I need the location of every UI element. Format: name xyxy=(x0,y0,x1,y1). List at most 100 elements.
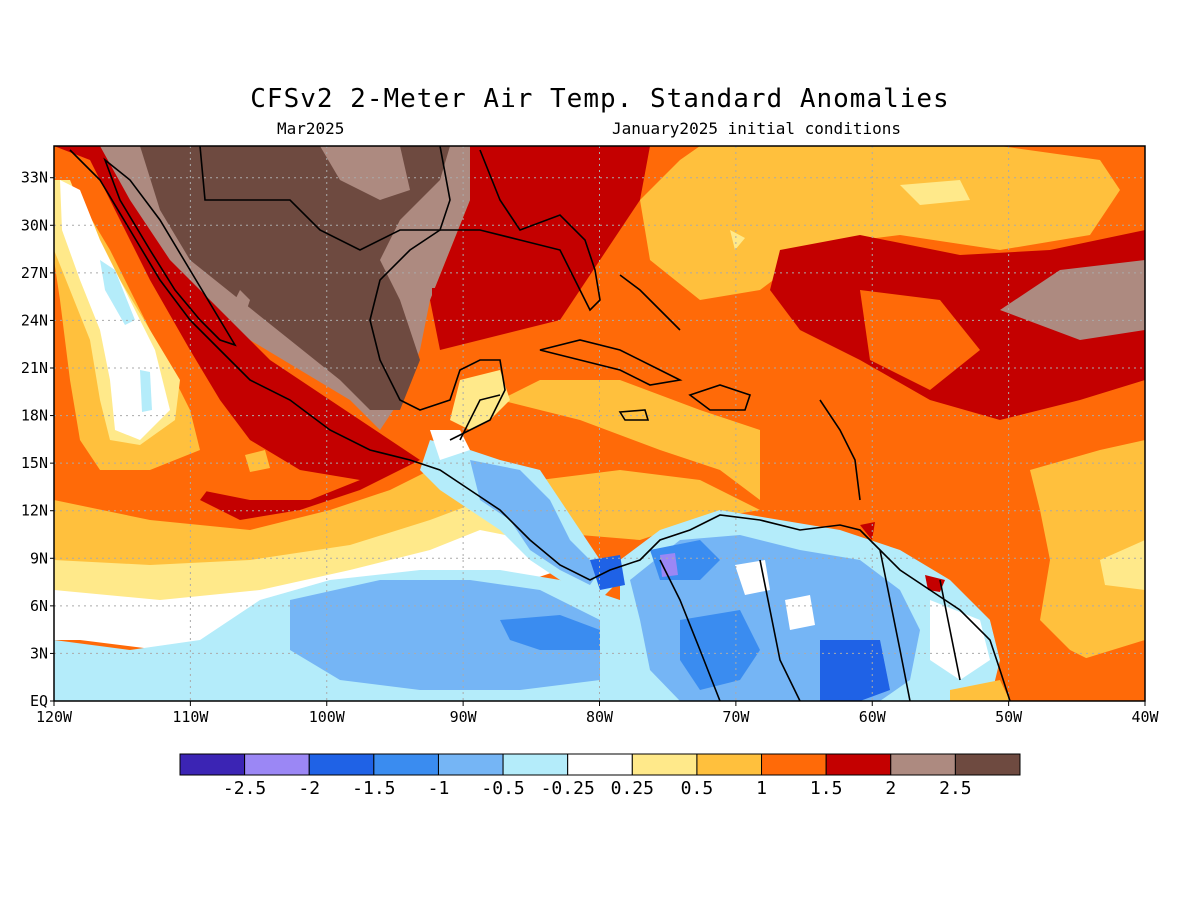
colorbar-label: -1.5 xyxy=(352,778,395,799)
lat-label: 21N xyxy=(21,359,48,377)
anomaly-region-gulf-spot xyxy=(432,288,456,306)
anomaly-region-panama-coldest xyxy=(660,553,678,577)
lon-label: 40W xyxy=(1131,708,1159,726)
colorbar-swatch xyxy=(696,753,763,776)
anomaly-region-central-america-cooler xyxy=(470,460,600,585)
lat-label: 12N xyxy=(21,502,48,520)
belize-border xyxy=(459,394,501,441)
lesser-antilles-coastline xyxy=(819,399,861,501)
anomaly-region-pacific-cool-spot xyxy=(100,260,135,325)
us-mexico-border xyxy=(199,146,451,251)
anomaly-region-trinidad-spot xyxy=(860,522,875,540)
anomaly-region-amazon-cool xyxy=(680,610,760,690)
colorbar-label: 1 xyxy=(756,778,767,799)
colorbar-label: -2.5 xyxy=(223,778,266,799)
anomaly-region-east-pale xyxy=(1100,540,1145,590)
anomaly-region-mexico-dark xyxy=(140,146,450,410)
anomaly-region-tropical-cooler xyxy=(290,580,600,690)
colorbar-swatch xyxy=(437,753,504,776)
anomaly-region-southeast-orange xyxy=(990,620,1145,701)
lat-label: 3N xyxy=(30,644,48,662)
anomaly-region-amazon-cold xyxy=(820,640,890,701)
anomaly-region-panama-cold xyxy=(590,555,625,590)
lon-label: 70W xyxy=(722,708,750,726)
anomaly-region-texas-brown xyxy=(320,146,410,200)
initial-conditions: January2025 initial conditions xyxy=(612,119,901,138)
lat-label: 27N xyxy=(21,264,48,282)
lon-label: 50W xyxy=(995,708,1023,726)
anomaly-region-gulf-red xyxy=(430,146,650,350)
lon-label: 80W xyxy=(586,708,614,726)
lon-label: 110W xyxy=(172,708,209,726)
colorbar-label: 0.5 xyxy=(681,778,714,799)
colorbar-label: 0.25 xyxy=(611,778,654,799)
lat-label: 18N xyxy=(21,407,48,425)
colorbar-swatch xyxy=(244,753,310,776)
lon-label: 100W xyxy=(309,708,346,726)
anomaly-region-pacific-red xyxy=(54,146,420,520)
anomaly-region-east-warm xyxy=(1030,440,1145,660)
colorbar-label: 2 xyxy=(885,778,896,799)
hispaniola-coastline xyxy=(688,384,752,411)
anomaly-region-atlantic-pale xyxy=(900,180,970,205)
colorbar-label: -1 xyxy=(428,778,450,799)
longitude-labels: 120W 110W 100W 90W 80W 70W 60W 50W 40W xyxy=(36,701,1160,726)
lat-label: 30N xyxy=(21,216,48,234)
anomaly-region-guiana-neutral xyxy=(930,600,990,680)
lon-label: 60W xyxy=(859,708,887,726)
map-gridlines xyxy=(54,146,1145,701)
anomaly-region-atlantic-brown xyxy=(1000,260,1145,340)
bahamas-coastline xyxy=(619,274,681,331)
anomaly-region-venezuela-neutral-2 xyxy=(785,595,815,630)
anomaly-region-tropical-pale xyxy=(54,505,540,620)
anomaly-region-atlantic-warm xyxy=(640,146,1120,300)
colorbar-labels: -2.5 -2 -1.5 -1 -0.5 -0.25 0.25 0.5 1 1.5 2 2.5 xyxy=(223,778,972,799)
anomaly-region-brazil-warm xyxy=(950,680,1010,701)
lat-label: 24N xyxy=(21,311,48,329)
colorbar-swatch xyxy=(567,753,633,776)
chart-title: CFSv2 2-Meter Air Temp. Standard Anomali… xyxy=(250,84,950,114)
anomaly-region-caribbean-warm xyxy=(500,380,760,500)
lat-label: 9N xyxy=(30,549,48,567)
colorbar-swatch xyxy=(954,753,1021,776)
colorbar-swatch xyxy=(308,753,375,776)
anomaly-region-atlantic-pale-2 xyxy=(730,230,745,250)
colorbar-label: -0.5 xyxy=(481,778,524,799)
colorbar-label: 1.5 xyxy=(810,778,843,799)
colorbar-swatch xyxy=(825,753,892,776)
lat-label: 33N xyxy=(21,169,48,187)
colorbar-label: 2.5 xyxy=(939,778,972,799)
latitude-labels: EQ 3N 6N 9N 12N 15N 18N 21N 24N 27N 30N 33N xyxy=(21,169,54,710)
colorbar-label: -2 xyxy=(298,778,320,799)
jamaica-coastline xyxy=(618,409,650,421)
anomaly-region-pacific-cool-spot-2 xyxy=(140,370,152,412)
forecast-month: Mar2025 xyxy=(277,119,345,138)
colorbar-swatch xyxy=(502,753,569,776)
andes-border xyxy=(659,559,721,701)
anomaly-region-atlantic-orange xyxy=(860,290,980,390)
venezuela-border xyxy=(759,559,801,701)
anomaly-region-yucatan-neutral xyxy=(430,430,470,460)
colorbar-label: -0.25 xyxy=(541,778,595,799)
lat-label: EQ xyxy=(30,692,48,710)
anomaly-region-caribbean-warm-2 xyxy=(540,470,760,540)
colorbar-swatch xyxy=(373,753,439,776)
lat-label: 6N xyxy=(30,597,48,615)
guyana-border xyxy=(879,549,911,701)
mainland-coastline xyxy=(69,149,1011,701)
colorbar-swatch xyxy=(631,753,698,776)
gulf-coastline xyxy=(369,149,601,441)
lat-label: 15N xyxy=(21,454,48,472)
suriname-border xyxy=(939,579,961,681)
colorbar xyxy=(179,753,1021,776)
anomaly-region-tropical-coolest xyxy=(500,615,600,650)
anomaly-field xyxy=(54,146,1145,701)
lon-label: 120W xyxy=(36,708,73,726)
colorbar-swatch xyxy=(761,753,827,776)
anomaly-region-pacific-spot xyxy=(245,450,270,472)
anomaly-region-guiana-spot xyxy=(925,575,945,592)
colorbar-swatch xyxy=(890,753,956,776)
coastlines xyxy=(69,146,1011,701)
anomaly-region-mexico-spot xyxy=(235,290,250,315)
